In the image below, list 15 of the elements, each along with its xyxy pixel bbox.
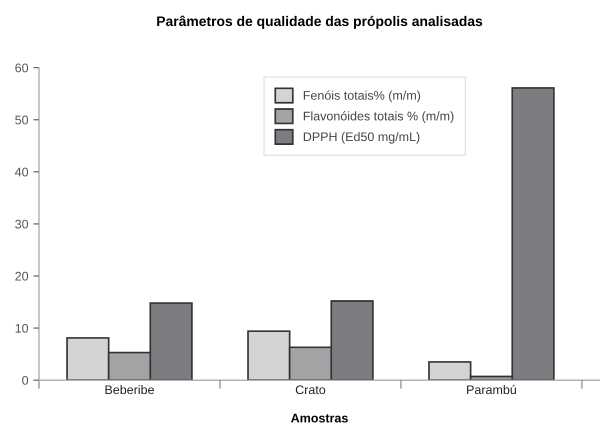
y-tick-label: 0 xyxy=(22,376,28,385)
y-tick-label: 10 xyxy=(16,324,28,333)
x-tick-label: Beberibe xyxy=(105,385,154,394)
legend-label: Fenóis totais% (m/m) xyxy=(304,90,420,102)
x-tick-label: Crato xyxy=(296,385,326,394)
y-tick-label: 60 xyxy=(15,63,28,72)
y-tick-label: 30 xyxy=(15,220,28,229)
y-tick-label: 20 xyxy=(15,272,28,281)
y-tick-label: 40 xyxy=(14,168,28,176)
x-tick-label: Parambú xyxy=(467,384,516,394)
y-tick-label: 50 xyxy=(15,116,28,124)
legend-label: Flavonóides totais % (m/m) xyxy=(304,111,454,123)
chart-title: Parâmetros de qualidade das própolis analisadas xyxy=(157,16,482,29)
x-axis-title: Amostras xyxy=(290,414,348,423)
legend-label: DPPH (Ed50 mg/mL) xyxy=(304,132,420,144)
